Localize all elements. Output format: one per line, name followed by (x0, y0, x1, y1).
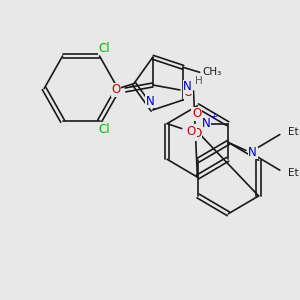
Text: O: O (183, 85, 193, 98)
Text: H: H (196, 76, 203, 86)
Text: N: N (248, 146, 257, 159)
Text: N: N (183, 80, 192, 94)
Text: O: O (192, 127, 201, 140)
Text: N: N (146, 94, 154, 108)
Text: Et: Et (288, 168, 299, 178)
Text: Cl: Cl (99, 123, 110, 136)
Text: CH₃: CH₃ (202, 67, 222, 77)
Text: O: O (192, 107, 201, 120)
Text: O: O (111, 83, 120, 96)
Text: O: O (187, 125, 196, 138)
Text: Cl: Cl (99, 41, 110, 55)
Text: +: + (210, 112, 217, 121)
Text: N: N (202, 117, 211, 130)
Text: Et: Et (288, 127, 299, 136)
